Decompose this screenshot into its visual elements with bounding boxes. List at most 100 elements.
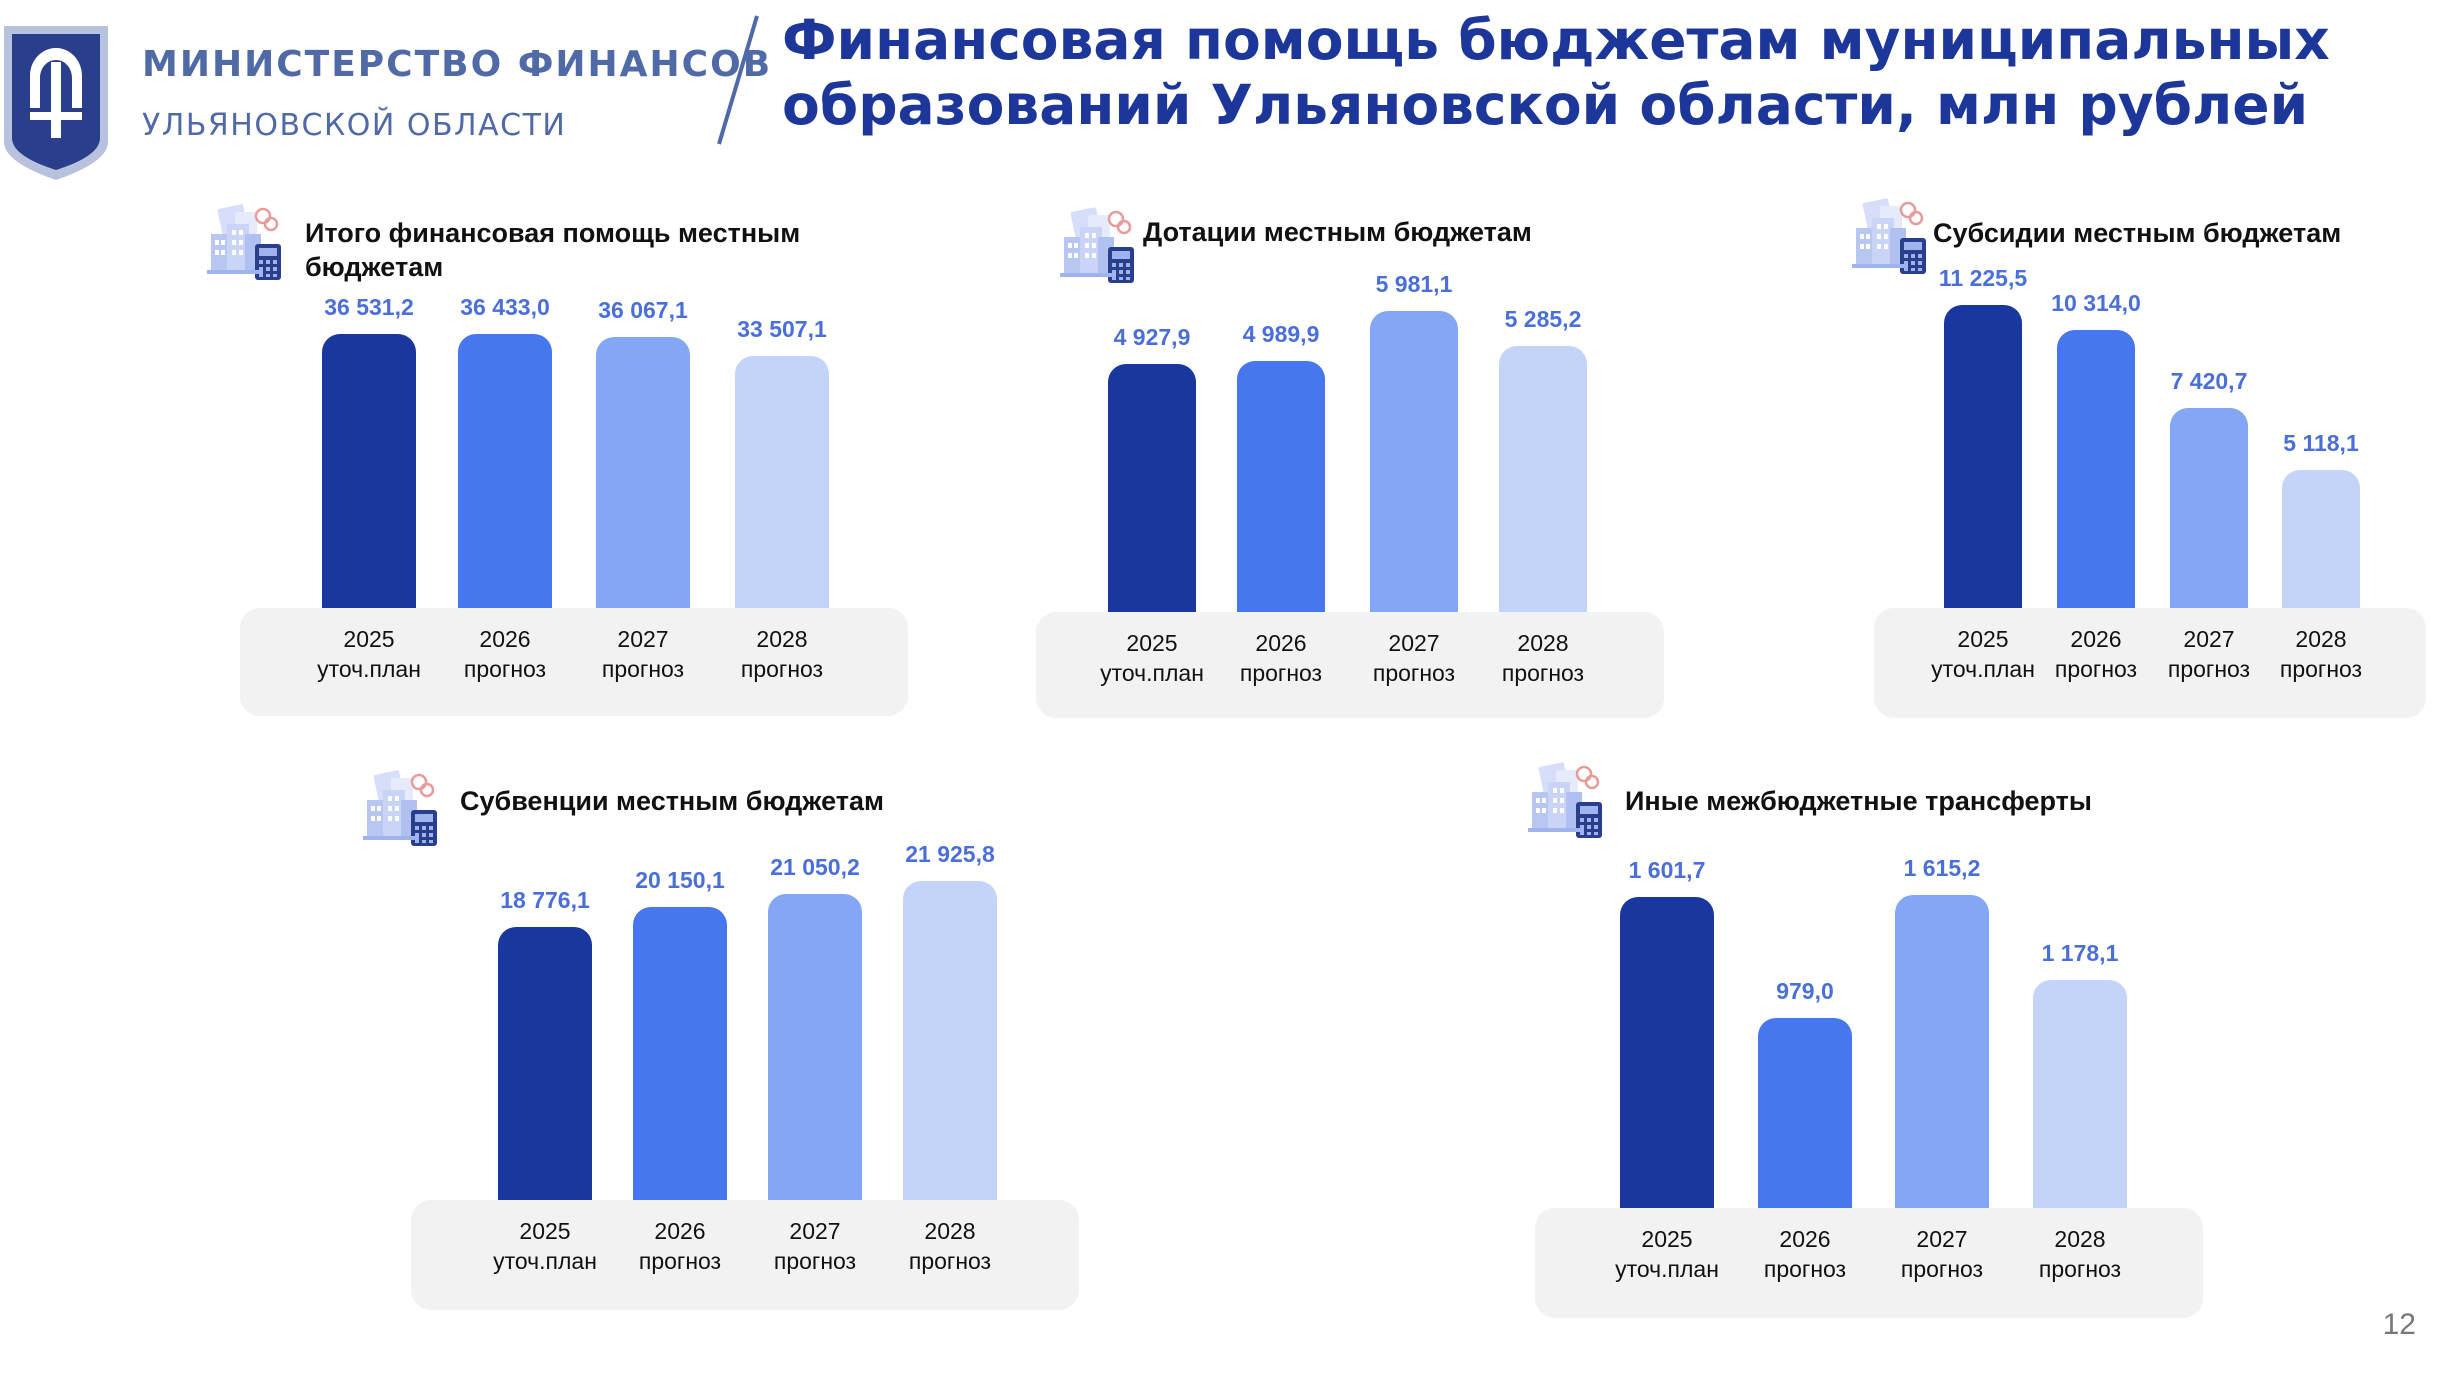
tick-label-year: 2026 — [2070, 626, 2122, 652]
tick-label-year: 2025 — [519, 1218, 571, 1244]
tick-label: 2028 прогноз — [2000, 1224, 2160, 1284]
tick-label: 2026 прогноз — [425, 624, 585, 684]
bar-group: 5 285,2 — [1499, 306, 1587, 612]
chart-title-line: бюджетам — [305, 252, 444, 282]
data-label: 5 285,2 — [1504, 305, 1582, 332]
data-label: 33 507,1 — [737, 316, 827, 343]
chart-title-line: Субсидии местным бюджетам — [1933, 218, 2342, 248]
data-label: 10 314,0 — [2051, 289, 2141, 316]
bar-group: 36 067,1 — [596, 297, 690, 608]
data-label: 979,0 — [1776, 978, 1834, 1005]
bar — [1237, 360, 1325, 612]
tick-label-year: 2027 — [617, 626, 669, 652]
tick-label: 2025 уточ.план — [1903, 624, 2063, 684]
tick-label-year: 2025 — [1641, 1226, 1693, 1252]
data-label: 20 150,1 — [635, 866, 725, 893]
tick-label: 2028 прогноз — [1463, 628, 1623, 688]
bar-group: 4 927,9 — [1108, 324, 1196, 612]
tick-label-year: 2028 — [1517, 630, 1569, 656]
header-divider — [717, 15, 759, 145]
bar — [1108, 363, 1196, 612]
tick-label-type: прогноз — [601, 656, 685, 682]
tick-label-year: 2027 — [2183, 626, 2235, 652]
tick-label-type: прогноз — [2054, 656, 2138, 682]
bar-group: 20 150,1 — [633, 867, 727, 1200]
bar — [2282, 469, 2360, 608]
tick-label: 2025 уточ.план — [1072, 628, 1232, 688]
bar — [2033, 979, 2127, 1208]
tick-label-type: прогноз — [908, 1248, 992, 1274]
data-label: 11 225,5 — [1938, 265, 2028, 291]
chart-title-line: Дотации местным бюджетам — [1143, 217, 1532, 247]
data-label: 4 927,9 — [1113, 323, 1191, 350]
tick-label-year: 2026 — [1779, 1226, 1831, 1252]
ministry-name: МИНИСТЕРСТВО ФИНАНСОВ — [142, 44, 773, 85]
tick-label-type: прогноз — [1239, 660, 1323, 686]
bar-group: 21 050,2 — [768, 854, 862, 1200]
tick-label-year: 2027 — [1388, 630, 1440, 656]
tick-label-year: 2025 — [1957, 626, 2009, 652]
chart-title: Итого финансовая помощь местным бюджетам — [305, 216, 800, 284]
data-label: 7 420,7 — [2170, 367, 2248, 394]
bar-group: 5 118,1 — [2282, 430, 2360, 608]
tick-label: 2027 прогноз — [1862, 1224, 2022, 1284]
bar-group: 7 420,7 — [2170, 368, 2248, 608]
city-budget-calculator-icon — [1526, 762, 1606, 847]
tick-label-type: уточ.план — [1931, 656, 2035, 682]
tick-label-year: 2028 — [756, 626, 808, 652]
tick-label: 2026 прогноз — [600, 1216, 760, 1276]
chart-title-line: Иные межбюджетные трансферты — [1625, 786, 2092, 816]
data-label: 18 776,1 — [500, 886, 590, 913]
page-number: 12 — [2382, 1308, 2416, 1341]
chart-title: Дотации местным бюджетам — [1143, 215, 1532, 249]
tick-label: 2026 прогноз — [1201, 628, 1361, 688]
bar-group: 5 981,1 — [1370, 271, 1458, 612]
bar-group: 36 531,2 — [322, 294, 416, 608]
bar — [322, 333, 416, 608]
tick-label-type: прогноз — [1763, 1256, 1847, 1282]
chart-title: Иные межбюджетные трансферты — [1625, 784, 2092, 818]
tick-label: 2026 прогноз — [2016, 624, 2176, 684]
tick-label-type: уточ.план — [1615, 1256, 1719, 1282]
bar-group: 36 433,0 — [458, 294, 552, 608]
bar-group: 1 178,1 — [2033, 940, 2127, 1208]
page-title-line-1: Финансовая помощь бюджетам муниципальных — [782, 8, 2330, 72]
tick-label: 2028 прогноз — [870, 1216, 1030, 1276]
data-label: 1 178,1 — [2041, 939, 2119, 966]
bar — [633, 906, 727, 1200]
bar — [2170, 407, 2248, 608]
bar — [1370, 310, 1458, 612]
tick-label: 2028 прогноз — [2241, 624, 2401, 684]
tick-label-year: 2026 — [654, 1218, 706, 1244]
tick-label-type: прогноз — [1501, 660, 1585, 686]
category-axis — [240, 608, 908, 716]
bar-group: 18 776,1 — [498, 887, 592, 1200]
bar — [903, 881, 997, 1200]
tick-label-year: 2028 — [2054, 1226, 2106, 1252]
bar — [596, 337, 690, 608]
tick-label-year: 2026 — [1255, 630, 1307, 656]
tick-label-type: прогноз — [638, 1248, 722, 1274]
tick-label: 2025 уточ.план — [465, 1216, 625, 1276]
tick-label: 2027 прогноз — [735, 1216, 895, 1276]
page-title-line-2: образований Ульяновской области, млн руб… — [782, 73, 2309, 137]
chart-title-line: Субвенции местным бюджетам — [460, 786, 884, 816]
city-budget-calculator-icon — [1850, 198, 1930, 283]
category-axis — [1036, 612, 1664, 718]
data-label: 1 601,7 — [1628, 857, 1706, 884]
tick-label-year: 2025 — [343, 626, 395, 652]
tick-label-type: уточ.план — [317, 656, 421, 682]
bar — [1895, 894, 1989, 1208]
tick-label-type: прогноз — [2038, 1256, 2122, 1282]
city-budget-calculator-icon — [205, 204, 285, 289]
category-axis — [411, 1200, 1079, 1310]
data-label: 36 067,1 — [598, 297, 688, 323]
tick-label-year: 2026 — [479, 626, 531, 652]
bar-group: 11 225,5 — [1939, 265, 2027, 608]
tick-label-year: 2025 — [1126, 630, 1178, 656]
data-label: 4 989,9 — [1242, 320, 1320, 347]
data-label: 36 433,0 — [460, 294, 550, 321]
bar — [1758, 1018, 1852, 1208]
city-budget-calculator-icon — [361, 770, 441, 855]
bar-group: 1 615,2 — [1895, 855, 1989, 1208]
